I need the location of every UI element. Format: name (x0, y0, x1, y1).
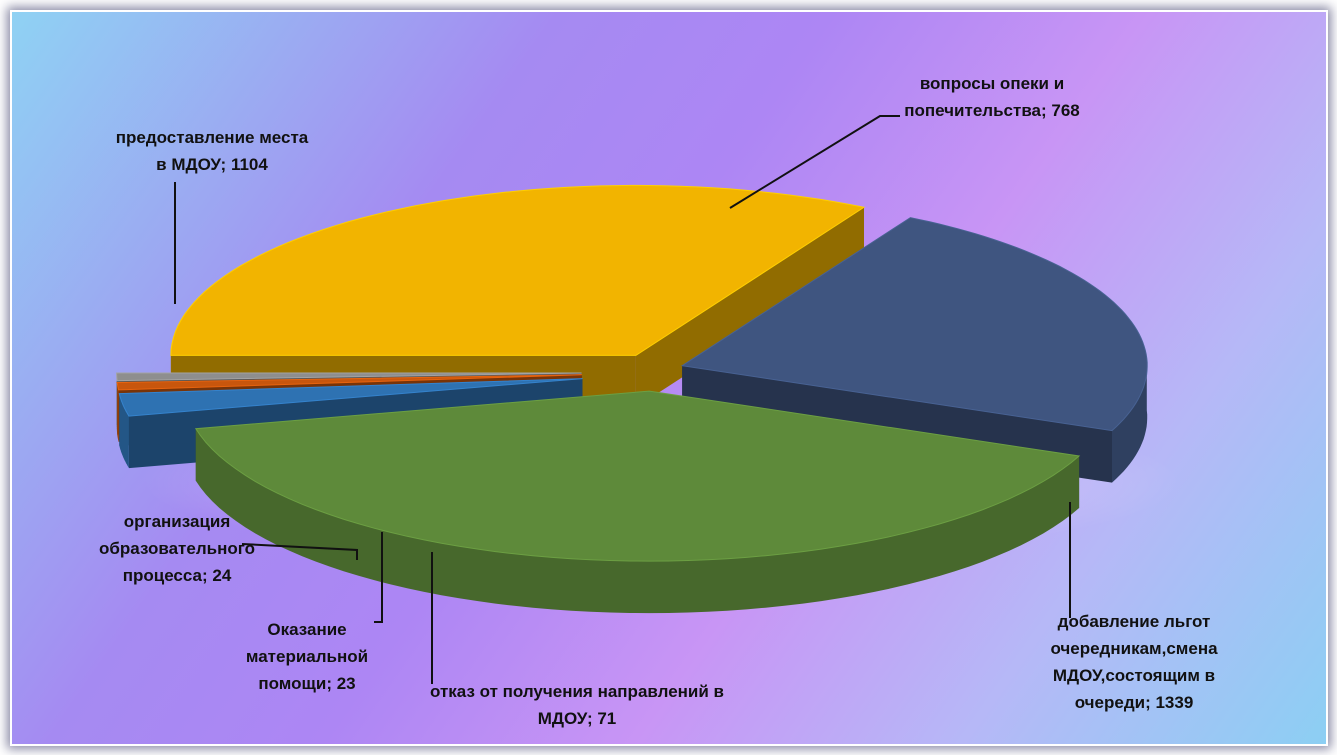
data-label-line: МДОУ; 71 (537, 709, 617, 728)
data-label-line: помощи; 23 (258, 674, 356, 693)
data-label-slice-4: Оказание материальной помощи; 23 (202, 616, 412, 697)
slice-top (680, 217, 1148, 432)
data-label-slice-1: вопросы опеки и попечительства; 768 (872, 70, 1112, 124)
slice-top (118, 378, 583, 417)
slice-top (194, 390, 1081, 562)
slice-side-wall (635, 207, 864, 408)
data-label-line: попечительства; 768 (904, 101, 1080, 120)
data-label-line: вопросы опеки и (919, 74, 1065, 93)
slice-top (170, 184, 866, 356)
leader-line-slice-4 (374, 532, 383, 623)
data-label-line: материальной (245, 647, 369, 666)
data-label-line: очередникам,смена (1050, 639, 1218, 658)
pie-slice-вопросы-опеки-и-попечительства (680, 217, 1148, 483)
slice-rim (1112, 358, 1148, 483)
slice-rim (116, 373, 118, 433)
data-label-slice-0: предоставление места в МДОУ; 1104 (92, 124, 332, 178)
slice-top (116, 374, 582, 391)
slice-top (116, 372, 582, 382)
data-label-line: Оказание (267, 620, 347, 639)
data-label-slice-2: добавление льгот очередникам,смена МДОУ,… (1024, 608, 1244, 716)
data-label-line: отказ от получения направлений в (429, 682, 724, 701)
data-label-line: организация (123, 512, 231, 531)
slice-rim (195, 428, 1080, 614)
leader-line-slice-1 (729, 115, 900, 209)
slice-rim (117, 382, 119, 442)
data-label-slice-3: отказ от получения направлений в МДОУ; 7… (367, 678, 787, 732)
data-label-line: очереди; 1339 (1074, 693, 1194, 712)
data-label-line: предоставление места (115, 128, 309, 147)
pie-slice-добавление-льгот-очередникам-смена-мдоу-состоящим-в-очереди (194, 390, 1081, 614)
leader-line-slice-5 (241, 543, 358, 560)
chart-frame: предоставление места в МДОУ; 1104 вопрос… (10, 10, 1328, 746)
data-label-line: в МДОУ; 1104 (156, 155, 268, 174)
pie-chart (116, 115, 1182, 684)
data-label-line: добавление льгот (1057, 612, 1211, 631)
data-label-line: МДОУ,состоящим в (1052, 666, 1216, 685)
data-label-line: процесса; 24 (122, 566, 232, 585)
data-label-slice-5: организация образовательного процесса; 2… (62, 508, 292, 589)
data-label-line: образовательного (99, 539, 255, 558)
